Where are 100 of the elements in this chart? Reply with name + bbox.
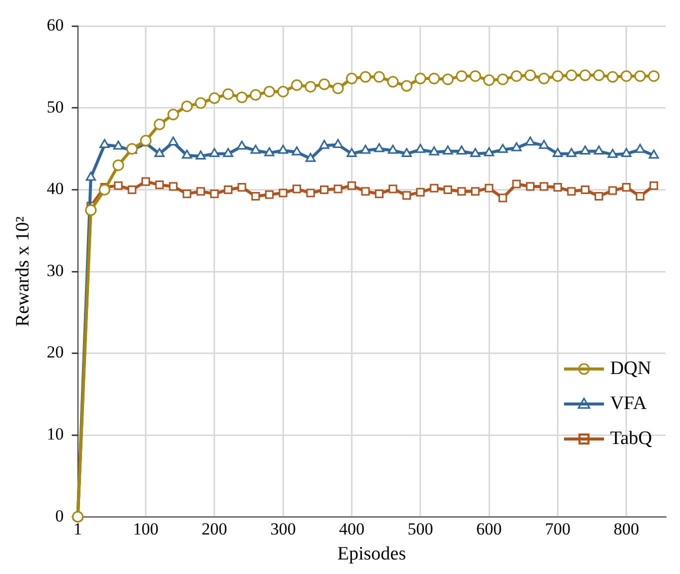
point xyxy=(402,191,411,200)
point xyxy=(387,76,399,88)
point xyxy=(155,180,164,190)
point xyxy=(498,144,508,153)
point xyxy=(442,74,454,86)
point xyxy=(208,92,220,104)
point xyxy=(194,97,206,109)
point xyxy=(552,70,564,82)
point xyxy=(223,148,234,158)
point xyxy=(580,185,590,194)
point xyxy=(526,182,535,191)
y-tick-label: 40 xyxy=(46,179,64,198)
point xyxy=(415,144,426,153)
point xyxy=(510,70,522,82)
point xyxy=(141,177,150,186)
point xyxy=(318,78,330,90)
point xyxy=(483,74,495,86)
x-tick-label: 100 xyxy=(133,519,159,538)
y-tick-label: 0 xyxy=(55,506,64,526)
point xyxy=(594,192,604,201)
point xyxy=(128,185,136,194)
point xyxy=(442,146,453,155)
point xyxy=(373,71,385,83)
point xyxy=(636,192,644,201)
point xyxy=(99,139,110,148)
point xyxy=(620,70,632,82)
y-tick-label: 10 xyxy=(46,424,64,444)
point xyxy=(264,86,276,98)
point xyxy=(444,185,452,194)
y-axis-title: Rewards x 10² xyxy=(12,216,34,327)
point xyxy=(168,136,178,146)
point xyxy=(457,187,466,196)
point xyxy=(196,187,205,196)
point xyxy=(634,70,646,82)
point xyxy=(416,188,425,196)
point xyxy=(251,192,260,201)
point xyxy=(264,147,274,156)
point xyxy=(113,140,124,150)
x-axis-title: Episodes xyxy=(337,544,406,565)
point xyxy=(566,148,577,158)
point xyxy=(236,140,247,150)
y-tick-label: 50 xyxy=(46,97,64,116)
legend-label: TabQ xyxy=(610,428,652,450)
point xyxy=(524,70,536,82)
point xyxy=(608,186,617,195)
point xyxy=(334,184,342,194)
point xyxy=(525,136,536,146)
x-tick-label: 500 xyxy=(408,519,434,538)
point xyxy=(484,147,494,156)
point xyxy=(579,70,591,82)
point xyxy=(622,182,631,192)
point xyxy=(470,70,482,82)
point xyxy=(497,74,509,86)
point xyxy=(566,70,578,82)
point xyxy=(332,82,344,94)
point xyxy=(456,146,467,155)
point xyxy=(209,148,220,158)
point xyxy=(580,146,590,155)
point xyxy=(222,88,234,100)
point xyxy=(292,184,302,194)
point xyxy=(374,190,384,198)
point xyxy=(471,187,480,196)
x-tick-label: 1 xyxy=(74,519,82,538)
x-tick-label: 800 xyxy=(614,519,640,538)
point xyxy=(278,144,288,154)
point xyxy=(361,187,370,196)
y-tick-label: 30 xyxy=(46,260,64,280)
point xyxy=(538,140,550,149)
point xyxy=(278,188,288,198)
point xyxy=(85,204,97,216)
legend-label: VFA xyxy=(610,392,647,414)
point xyxy=(238,182,246,192)
point xyxy=(98,184,110,196)
point xyxy=(374,143,384,152)
point xyxy=(414,72,426,84)
point xyxy=(360,144,371,154)
point xyxy=(210,190,219,198)
point xyxy=(154,148,165,158)
x-tick-label: 600 xyxy=(476,519,502,538)
point xyxy=(332,139,344,148)
point xyxy=(648,70,660,82)
point xyxy=(196,150,206,160)
point xyxy=(650,181,658,190)
point xyxy=(306,188,315,198)
point xyxy=(224,185,232,194)
point xyxy=(470,148,480,158)
point xyxy=(567,187,576,196)
point xyxy=(400,80,412,92)
x-tick-label: 300 xyxy=(270,519,296,538)
point xyxy=(168,182,178,191)
x-tick-label: 400 xyxy=(338,519,364,538)
point xyxy=(347,181,356,190)
x-tick-label: 200 xyxy=(202,519,228,538)
point xyxy=(512,180,521,188)
point xyxy=(429,146,440,156)
point xyxy=(594,146,604,155)
point xyxy=(86,172,96,181)
point xyxy=(540,182,548,191)
point xyxy=(511,142,522,152)
point xyxy=(635,144,646,153)
